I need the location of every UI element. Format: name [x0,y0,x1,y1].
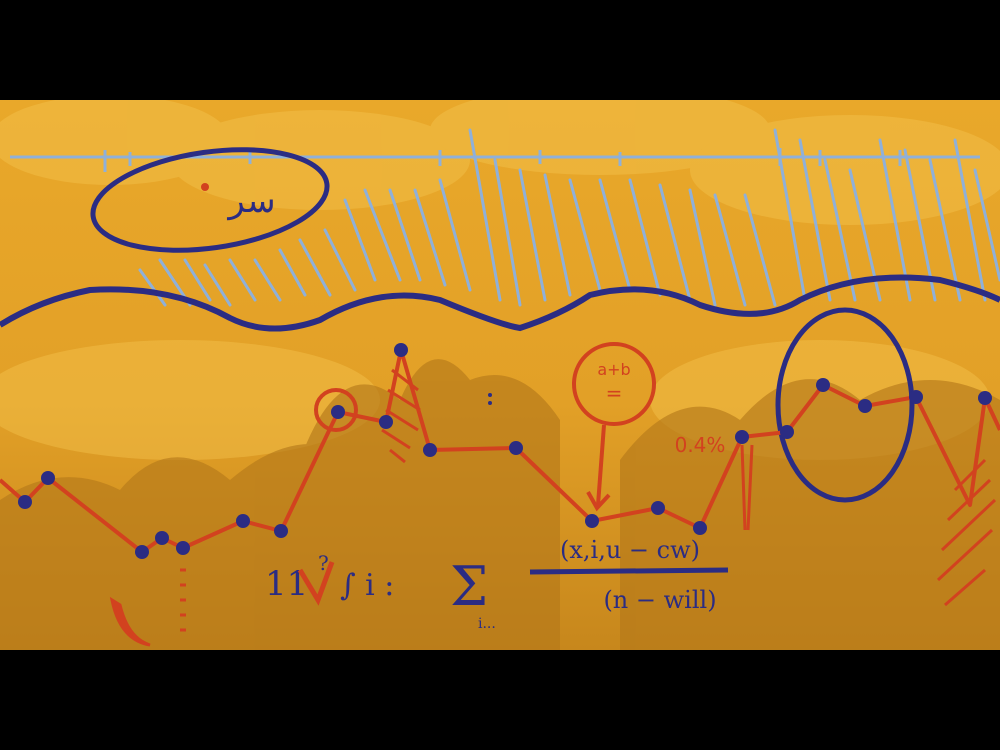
red-dot-icon [201,183,209,191]
fraction-bar [529,567,729,575]
right-circle-annotation [775,307,915,503]
formula-q: ? [318,551,329,575]
oval-label: سر [226,181,275,221]
formula-denominator: (n − will) [603,586,716,614]
arrow-down-icon [586,491,611,512]
video-frame: سر a+b = 0.4% [0,100,1000,650]
red-circle-marker [314,388,358,432]
formula-numerator: (x,i,u − cw) [560,536,700,564]
cloud-boundary-curve [0,274,1000,332]
rain-hatching [138,128,1000,307]
formula-sub: i... [478,616,496,632]
red-label-circle: a+b = [572,342,656,512]
letterbox-top [0,0,1000,100]
oval-annotation: سر [90,147,330,253]
circle-label-top: a+b [597,360,630,379]
data-points [18,343,992,559]
whiteboard-canvas: سر a+b = 0.4% [0,100,1000,650]
percent-label: 0.4% [675,433,726,457]
letterbox-bottom [0,650,1000,750]
crescent-mark [109,596,151,647]
dashed-tick-marks [180,568,186,632]
red-hatching [381,368,997,607]
formula-check-mark [297,561,335,606]
small-dots [488,393,492,405]
formula-sum: Σ [450,555,488,618]
circle-label-bottom: = [606,381,623,405]
formula-int: ∫ i : [340,568,394,603]
formula: 11 ? ∫ i : Σ i... (x,i,u − cw) (n − will… [265,536,729,632]
